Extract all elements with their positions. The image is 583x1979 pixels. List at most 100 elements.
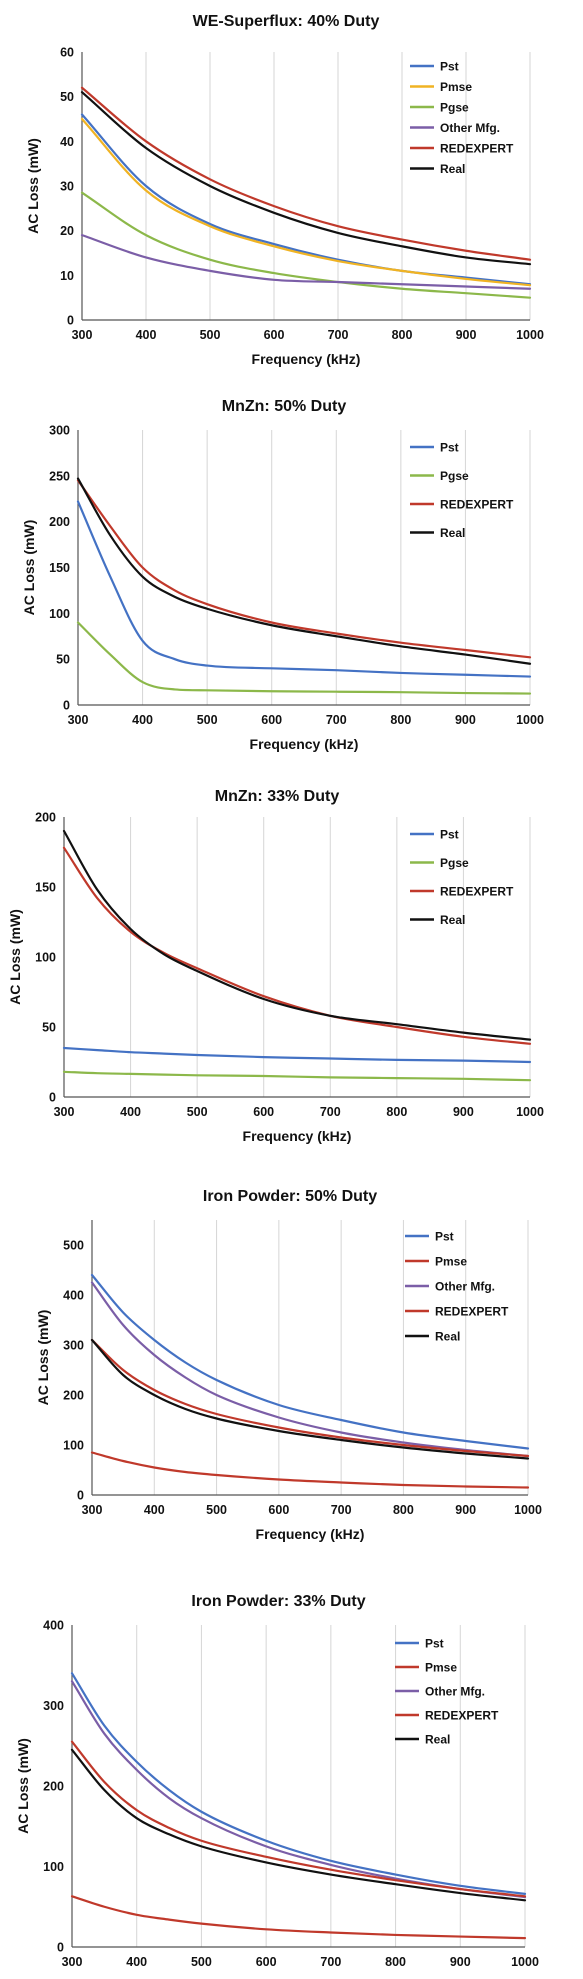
chart-panel-2: MnZn: 50% Duty 0 50 100 150 200 250 300 300 400 50… [21, 398, 544, 752]
x-tick-label: 1000 [516, 1105, 544, 1119]
x-tick-label: 900 [455, 713, 476, 727]
y-tick-label: 500 [63, 1239, 84, 1253]
legend-label-other-mfg: Other Mfg. [425, 1685, 485, 1699]
x-tick-label: 900 [456, 328, 477, 342]
legend-label-real: Real [440, 913, 465, 927]
legend-label-pmse: Pmse [435, 1255, 467, 1269]
x-tick-label: 500 [200, 328, 221, 342]
legend-label-real: Real [440, 162, 465, 176]
legend-label-other-mfg: Other Mfg. [440, 121, 500, 135]
legend-label-redexpert: REDEXPERT [440, 142, 514, 156]
legend-label-redexpert: REDEXPERT [440, 885, 514, 899]
x-tick-label: 500 [197, 713, 218, 727]
legend-label-pgse: Pgse [440, 469, 469, 483]
x-tick-label: 900 [453, 1105, 474, 1119]
x-tick-label: 800 [392, 328, 413, 342]
series-line-pst [70, 1672, 527, 1895]
series-line-pgse [80, 191, 532, 299]
legend-label-redexpert: REDEXPERT [425, 1709, 499, 1723]
x-tick-label: 700 [331, 1503, 352, 1517]
x-tick-label: 400 [136, 328, 157, 342]
x-tick-label: 800 [386, 1105, 407, 1119]
legend-label-pst: Pst [425, 1637, 444, 1651]
legend-label-real: Real [425, 1733, 450, 1747]
x-tick-label: 700 [326, 713, 347, 727]
chart-panel-4: Iron Powder: 50% Duty 0 100 200 300 400 500 300… [35, 1188, 542, 1542]
legend-label-pmse: Pmse [440, 80, 472, 94]
series-line-other-mfg [90, 1281, 530, 1458]
x-tick-label: 800 [385, 1955, 406, 1969]
series-line-redexpert [62, 846, 532, 1045]
y-tick-label: 20 [60, 224, 74, 238]
x-tick-label: 600 [256, 1955, 277, 1969]
series-line-pst [90, 1273, 530, 1450]
y-tick-label: 0 [67, 314, 74, 328]
chart-title: MnZn: 50% Duty [222, 398, 347, 415]
chart-title: Iron Powder: 50% Duty [203, 1188, 377, 1205]
y-tick-label: 200 [63, 1389, 84, 1403]
legend-label-pmse: Pmse [425, 1661, 457, 1675]
x-tick-label: 700 [320, 1105, 341, 1119]
y-tick-label: 0 [57, 1941, 64, 1955]
y-axis-label: AC Loss (mW) [7, 909, 23, 1005]
x-tick-label: 500 [206, 1503, 227, 1517]
legend-label-redexpert: REDEXPERT [440, 498, 514, 512]
series-line-pmse [70, 1895, 527, 1940]
chart-title: MnZn: 33% Duty [215, 788, 340, 805]
chart-panel-5: Iron Powder: 33% Duty 0 100 200 300 400 300 400… [15, 1593, 539, 1979]
x-axis-label: Frequency (kHz) [256, 1526, 365, 1542]
y-axis-label: AC Loss (mW) [25, 138, 41, 234]
x-tick-label: 400 [132, 713, 153, 727]
y-tick-label: 300 [63, 1339, 84, 1353]
y-tick-label: 250 [49, 469, 70, 483]
series-line-redexpert [90, 1338, 530, 1458]
legend-label-real: Real [435, 1330, 460, 1344]
series-line-pst [80, 113, 532, 286]
series-line-pmse [80, 117, 532, 287]
y-tick-label: 200 [35, 811, 56, 825]
x-tick-label: 700 [328, 328, 349, 342]
y-tick-label: 50 [42, 1021, 56, 1035]
x-tick-label: 1000 [516, 713, 544, 727]
legend-label-real: Real [440, 526, 465, 540]
y-tick-label: 200 [43, 1780, 64, 1794]
series-line-real [90, 1338, 530, 1460]
x-tick-label: 500 [187, 1105, 208, 1119]
y-tick-label: 0 [77, 1489, 84, 1503]
series-line-pgse [62, 1070, 532, 1082]
legend-label-pst: Pst [440, 441, 459, 455]
y-tick-label: 100 [43, 1860, 64, 1874]
x-tick-label: 1000 [511, 1955, 539, 1969]
y-tick-label: 300 [49, 424, 70, 438]
x-tick-label: 400 [126, 1955, 147, 1969]
x-tick-label: 900 [455, 1503, 476, 1517]
x-tick-label: 800 [393, 1503, 414, 1517]
legend-label-redexpert: REDEXPERT [435, 1305, 509, 1319]
series-line-real [76, 477, 532, 665]
series-line-pst [62, 1046, 532, 1064]
y-tick-label: 30 [60, 180, 74, 194]
x-tick-label: 800 [390, 713, 411, 727]
series-line-redexpert [80, 86, 532, 261]
y-axis-label: AC Loss (mW) [21, 520, 37, 616]
y-tick-label: 100 [63, 1439, 84, 1453]
x-axis-label: Frequency (kHz) [252, 351, 361, 367]
legend-label-pst: Pst [440, 828, 459, 842]
series-line-real [62, 829, 532, 1041]
x-axis-label: Frequency (kHz) [250, 736, 359, 752]
series-line-redexpert [76, 479, 532, 659]
y-tick-label: 150 [49, 561, 70, 575]
y-tick-label: 50 [60, 90, 74, 104]
chart-panel-1: WE-Superflux: 40% Duty 0 10 20 30 40 50 60 300 40… [25, 13, 544, 367]
y-tick-label: 50 [56, 653, 70, 667]
legend-label-pst: Pst [440, 60, 459, 74]
x-tick-label: 300 [72, 328, 93, 342]
x-tick-label: 300 [68, 713, 89, 727]
x-tick-label: 1000 [516, 328, 544, 342]
y-tick-label: 150 [35, 881, 56, 895]
x-tick-label: 600 [261, 713, 282, 727]
x-tick-label: 300 [54, 1105, 75, 1119]
x-tick-label: 600 [268, 1503, 289, 1517]
y-tick-label: 200 [49, 515, 70, 529]
